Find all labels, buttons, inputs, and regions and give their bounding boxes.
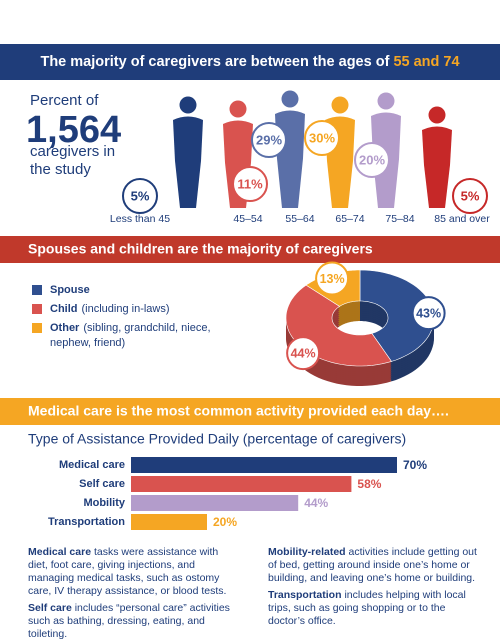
legend-label: Other	[50, 322, 80, 334]
x-tick-label: 45–54	[233, 213, 262, 225]
note-text: activities include getting out of bed, g…	[268, 546, 477, 584]
note: Medical care tasks were assistance with …	[28, 546, 240, 598]
legend-item: Child (including in-laws)	[32, 302, 225, 317]
title-text: The majority of caregivers are between t…	[40, 54, 389, 70]
value-badge	[122, 178, 158, 214]
y-tick-label: Mobility	[83, 497, 125, 509]
note-text: tasks were assistance with diet, foot ca…	[28, 546, 227, 597]
figure-head	[179, 96, 197, 114]
value-label: 5%	[461, 188, 480, 203]
legend-swatch	[32, 323, 42, 333]
legend-note: (including in-laws)	[81, 303, 170, 315]
bar	[131, 514, 207, 530]
legend-item: Spouse	[32, 283, 225, 298]
figure-head	[428, 106, 446, 124]
y-tick-label: Medical care	[59, 459, 125, 471]
value-badge	[354, 142, 390, 178]
value-label: 13%	[320, 272, 345, 286]
value-badge	[304, 120, 340, 156]
header-band	[0, 236, 500, 263]
value-label: 70%	[403, 458, 427, 472]
value-label: 58%	[357, 477, 381, 491]
section-title: Medical care is the most common activity…	[28, 403, 449, 419]
x-tick-label: 85 and over	[434, 213, 490, 225]
legend-item: Other (sibling, grandchild, niece, nephew…	[32, 321, 225, 351]
header-band	[0, 398, 500, 425]
value-label: 20%	[359, 152, 385, 167]
value-badge	[251, 122, 287, 158]
intro-count: 1,564	[26, 109, 121, 151]
legend-label: Child	[50, 303, 78, 315]
figure-body	[173, 116, 203, 208]
value-badge	[452, 178, 488, 214]
note-lead: Self care	[28, 602, 72, 614]
intro-text: Percent of	[30, 92, 99, 109]
note: Transportation includes helping with loc…	[268, 589, 480, 628]
value-label: 11%	[237, 176, 263, 191]
figure-body	[275, 110, 305, 208]
x-tick-label: Less than 45	[110, 213, 170, 225]
value-label: 43%	[416, 306, 441, 320]
figure-body	[422, 126, 452, 208]
note: Mobility-related activities include gett…	[268, 546, 480, 585]
figure-head	[377, 92, 395, 110]
note-text: includes “personal care” activities such…	[28, 602, 230, 640]
y-tick-label: Transportation	[48, 516, 125, 528]
value-badge	[232, 166, 268, 202]
x-tick-label: 65–74	[335, 213, 364, 225]
section-title: The majority of caregivers are between t…	[40, 54, 459, 70]
title-highlight: 55 and 74	[393, 54, 459, 70]
legend-note: (sibling, grandchild, niece, nephew, fri…	[50, 322, 211, 349]
value-label: 30%	[309, 130, 335, 145]
value-label: 20%	[213, 515, 237, 529]
note: Self care includes “personal care” activ…	[28, 602, 240, 641]
figure-head	[229, 100, 247, 118]
legend-label: Spouse	[50, 284, 90, 296]
note-lead: Medical care	[28, 546, 92, 558]
value-badge	[315, 261, 350, 296]
figure-head	[331, 96, 349, 114]
value-badge	[411, 296, 446, 331]
value-label: 29%	[256, 132, 282, 147]
note-lead: Mobility-related	[268, 546, 346, 558]
note-lead: Transportation	[268, 589, 342, 601]
value-label: 44%	[291, 346, 316, 360]
bar	[131, 457, 397, 473]
x-tick-label: 55–64	[285, 213, 314, 225]
value-label: 5%	[131, 188, 150, 203]
header-band	[0, 44, 500, 80]
note-text: includes helping with local trips, such …	[268, 589, 466, 627]
figure-head	[281, 90, 299, 108]
intro-text: caregivers in the study	[30, 143, 116, 178]
section-title: Spouses and children are the majority of…	[28, 241, 373, 257]
value-label: 44%	[304, 496, 328, 510]
legend-swatch	[32, 304, 42, 314]
bar	[131, 495, 299, 511]
y-tick-label: Self care	[79, 478, 125, 490]
legend-swatch	[32, 285, 42, 295]
x-tick-label: 75–84	[385, 213, 414, 225]
chart-title: Type of Assistance Provided Daily (perce…	[28, 431, 406, 447]
value-badge	[286, 336, 321, 371]
bar	[131, 476, 352, 492]
